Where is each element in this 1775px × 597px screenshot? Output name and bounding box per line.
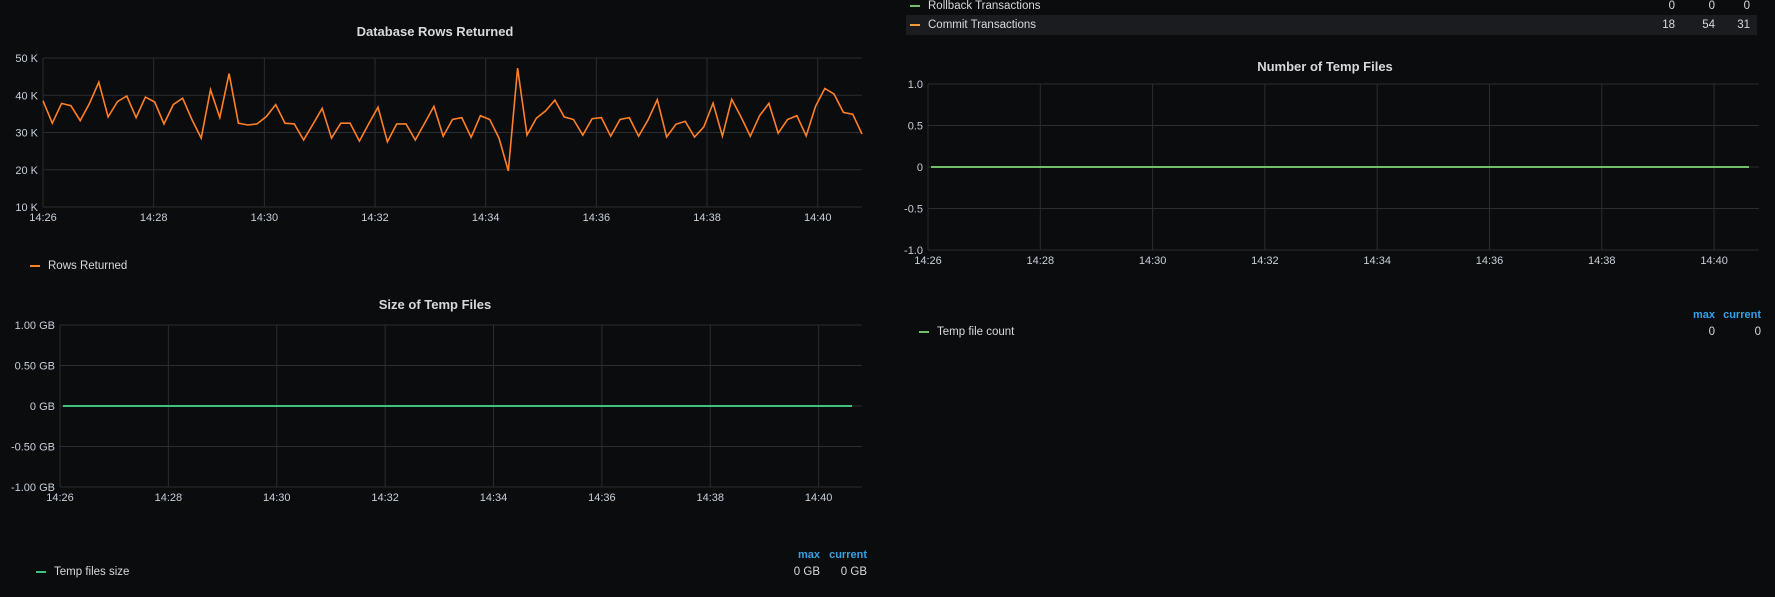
legend-header-current[interactable]: current [1723,309,1761,321]
x-tick-label: 14:40 [805,492,833,504]
y-tick-label: 0.50 GB [15,361,55,373]
legend-value: 18 [1662,19,1675,31]
panel-title: Number of Temp Files [1257,59,1393,74]
legend-label: Temp file count [937,326,1015,338]
x-tick-label: 14:30 [251,212,279,224]
y-tick-label: -0.50 GB [11,442,55,454]
y-tick-label: -1.00 GB [11,482,55,494]
legend-label: Commit Transactions [928,19,1037,31]
y-tick-label: 0.5 [908,121,923,133]
x-tick-label: 14:28 [1027,255,1055,267]
y-tick-label: 20 K [15,165,38,177]
rows-returned-panel: Database Rows Returned 10 K 20 K 30 K 40 K 5… [0,0,870,285]
legend-item-rollback[interactable]: Rollback Transactions [910,0,1041,12]
legend-item-temp-file-count[interactable]: Temp file count [919,326,1014,338]
x-tick-label: 14:32 [371,492,399,504]
legend-value-max: 0 GB [793,566,820,578]
legend-value: 0 [1743,0,1750,12]
legend-value-max: 0 [1708,326,1715,338]
legend-value: 0 [1708,0,1715,12]
panel-title: Size of Temp Files [378,297,492,312]
legend-header-max[interactable]: max [1692,309,1715,321]
transactions-legend: Rollback Transactions 0 0 0 Commit Trans… [900,0,1760,38]
legend-swatch [910,5,920,7]
x-tick-label: 14:34 [1363,255,1391,267]
y-tick-label: 50 K [15,53,38,65]
panel-title: Database Rows Returned [356,24,514,39]
legend-value-current: 0 GB [840,566,867,578]
x-tick-label: 14:32 [1251,255,1279,267]
y-tick-label: 1.0 [908,79,923,91]
temp-count-chart[interactable]: -1.0 -0.5 0 0.5 1.0 14:26 14:28 14:30 14:32 14:34… [885,75,1765,325]
legend-item-temp-files-size[interactable]: Temp files size [36,566,129,578]
x-tick-label: 14:26 [914,255,942,267]
x-tick-label: 14:36 [583,212,611,224]
x-tick-label: 14:30 [1139,255,1167,267]
x-tick-label: 14:36 [1476,255,1504,267]
x-tick-label: 14:28 [140,212,168,224]
x-tick-label: 14:28 [155,492,183,504]
y-tick-label: -0.5 [904,204,923,216]
legend-item-commit[interactable]: Commit Transactions [910,19,1036,31]
rows-returned-chart[interactable]: 10 K 20 K 30 K 40 K 50 K 14:26 14:28 14:30 14:32… [0,45,870,295]
legend-value: 0 [1668,0,1675,12]
x-tick-label: 14:34 [480,492,508,504]
legend-header-max[interactable]: max [797,549,820,561]
legend-swatch [919,331,929,333]
y-tick-label: 10 K [15,202,38,214]
y-tick-label: 0 GB [30,401,55,413]
legend-swatch [910,24,920,26]
legend-label: Rows Returned [48,260,128,272]
legend-label: Rollback Transactions [928,0,1041,12]
y-tick-label: -1.0 [904,245,923,257]
y-tick-label: 30 K [15,128,38,140]
x-tick-label: 14:38 [1588,255,1616,267]
legend-item-rows-returned[interactable]: Rows Returned [30,260,127,272]
y-tick-label: 1.00 GB [15,320,55,332]
legend-swatch [36,571,46,573]
temp-size-panel: Size of Temp Files -1.00 GB -0.50 GB 0 GB 0… [0,290,870,597]
x-tick-label: 14:34 [472,212,500,224]
x-tick-label: 14:38 [693,212,721,224]
legend-swatch [30,265,40,267]
series-line [42,67,863,172]
legend-header-current[interactable]: current [829,549,867,561]
x-tick-label: 14:32 [361,212,389,224]
x-tick-label: 14:40 [1700,255,1728,267]
y-tick-label: 40 K [15,90,38,102]
highlighted-row [906,15,1757,35]
x-tick-label: 14:38 [697,492,725,504]
temp-size-chart[interactable]: -1.00 GB -0.50 GB 0 GB 0.50 GB 1.00 GB 14:26 1… [0,315,870,565]
legend-value: 31 [1737,19,1750,31]
x-tick-label: 14:26 [29,212,57,224]
legend-label: Temp files size [54,566,130,578]
x-tick-label: 14:40 [804,212,832,224]
legend-value-current: 0 [1754,326,1761,338]
x-tick-label: 14:26 [46,492,74,504]
x-tick-label: 14:36 [588,492,616,504]
x-tick-label: 14:30 [263,492,291,504]
legend-value: 54 [1702,19,1715,31]
temp-count-panel: Number of Temp Files -1.0 -0.5 0 0.5 1.0 14:2… [885,50,1765,350]
y-tick-label: 0 [917,162,923,174]
